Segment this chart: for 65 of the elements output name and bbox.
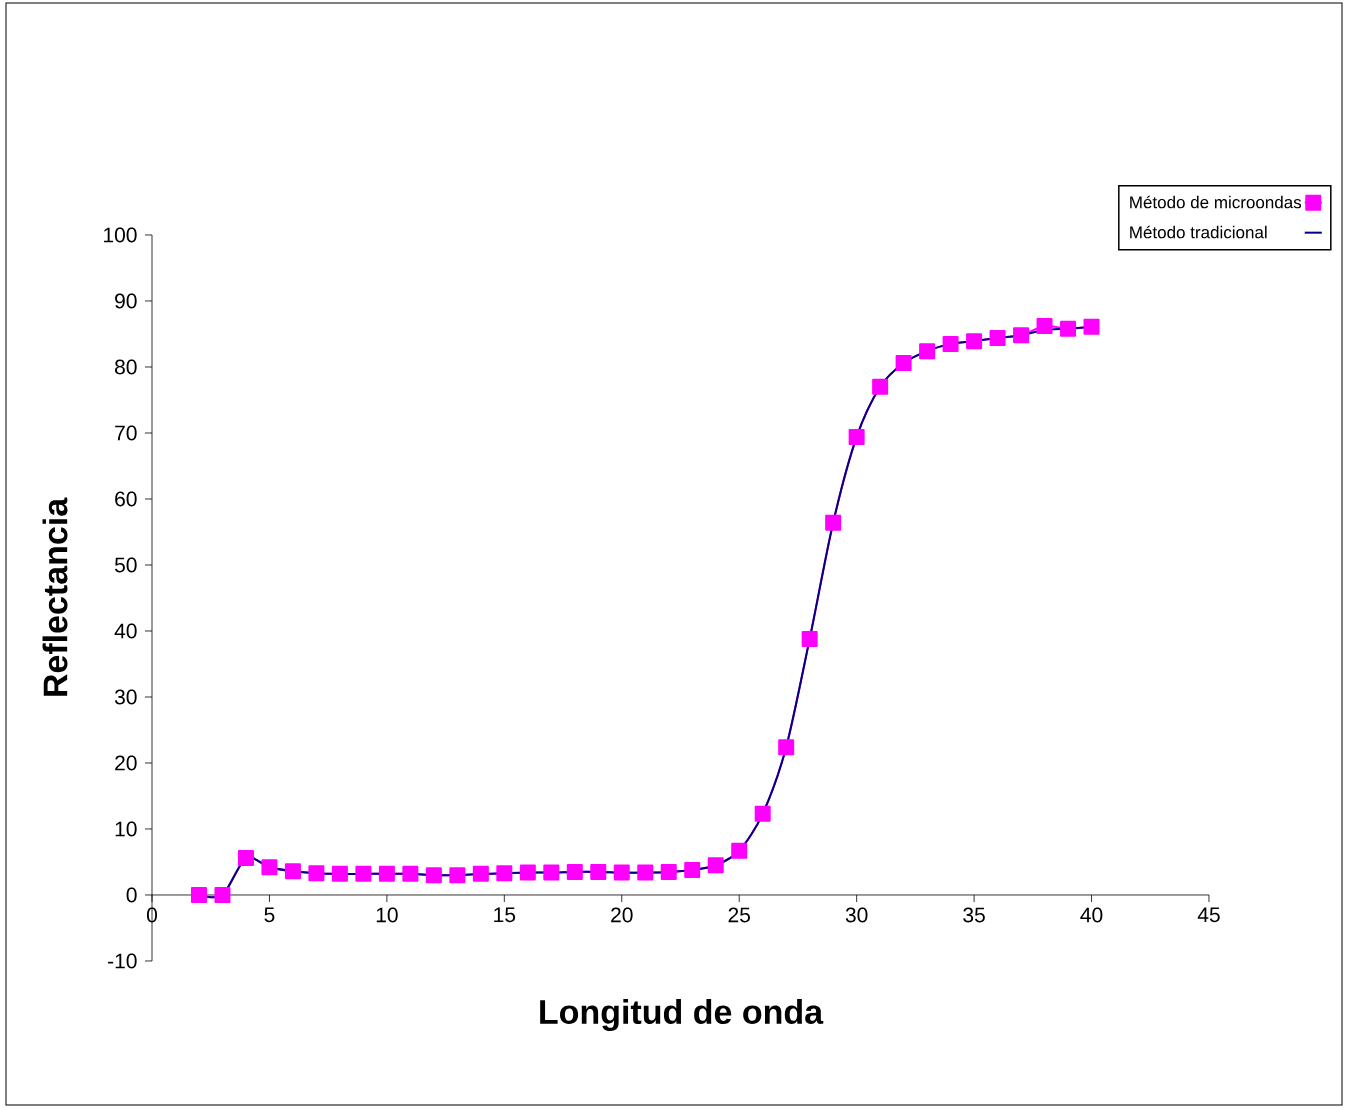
point [966, 333, 983, 350]
x-tick-label: 0 [146, 907, 158, 923]
point [1036, 318, 1053, 335]
point [919, 343, 936, 360]
y-tick-label: 60 [115, 491, 137, 507]
point [825, 514, 842, 531]
point [801, 630, 818, 647]
point [543, 864, 560, 881]
point [190, 886, 207, 903]
point [355, 865, 372, 882]
x-tick-label: 15 [494, 907, 516, 923]
legend-label: Método de microondas [1130, 195, 1302, 209]
point [754, 805, 771, 822]
point [378, 865, 395, 882]
y-tick-label: 70 [115, 425, 137, 441]
y-tick-label: 10 [115, 821, 137, 837]
y-tick-label: 0 [126, 887, 137, 903]
point [613, 864, 630, 881]
point [425, 867, 442, 884]
point [237, 850, 254, 867]
y-tick-label: 40 [114, 623, 137, 639]
point [872, 378, 889, 395]
point [1060, 320, 1077, 337]
point [731, 842, 748, 859]
point [707, 857, 724, 874]
point [684, 861, 701, 878]
point [214, 886, 231, 903]
x-tick-label: 5 [264, 907, 275, 923]
x-tick-label: 45 [1197, 907, 1220, 923]
point [308, 865, 325, 882]
legend-label: Método tradicional [1130, 225, 1267, 239]
point [989, 329, 1006, 346]
point [848, 428, 865, 445]
point [331, 865, 348, 882]
y-tick-label: 50 [114, 557, 137, 573]
x-tick-label: 40 [1080, 907, 1103, 923]
point [472, 865, 489, 882]
point [284, 863, 301, 880]
y-tick-label: 90 [115, 293, 137, 309]
x-tick-label: 30 [845, 907, 868, 923]
point [261, 859, 278, 876]
point [449, 867, 466, 884]
point [660, 863, 677, 880]
point [496, 865, 513, 882]
y-tick-label: 30 [114, 689, 137, 705]
point [637, 864, 654, 881]
y-axis-title: Reflectancia [42, 497, 68, 696]
y-tick-label: 80 [115, 359, 137, 375]
point [402, 865, 419, 882]
point [519, 864, 536, 881]
y-tick-label: 100 [104, 227, 137, 243]
point [1083, 318, 1100, 335]
x-tick-label: 20 [611, 907, 633, 923]
x-tick-label: 10 [376, 907, 398, 923]
point [895, 355, 912, 372]
x-axis-title: Longitud de onda [540, 999, 824, 1031]
point [590, 863, 607, 880]
x-tick-label: 35 [963, 907, 985, 923]
point [778, 739, 795, 756]
x-tick-label: 25 [728, 907, 750, 923]
point [566, 863, 583, 880]
y-tick-label: -10 [108, 953, 137, 969]
point [1013, 327, 1030, 344]
point [942, 335, 959, 352]
y-tick-label: 20 [115, 755, 137, 771]
